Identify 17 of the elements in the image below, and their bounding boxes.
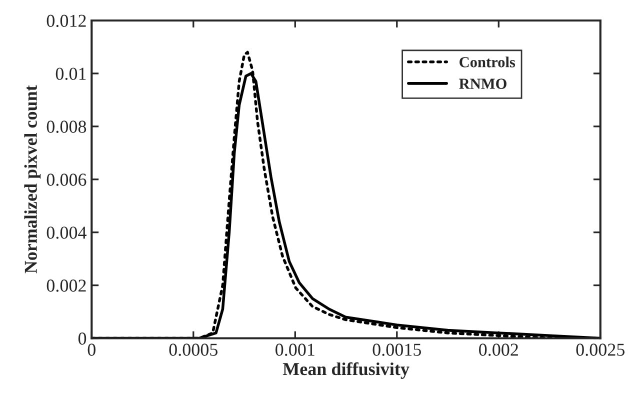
y-tick-label: 0.01 <box>56 68 86 80</box>
y-tick-label: 0.006 <box>46 174 86 186</box>
x-tick-label: 0.001 <box>276 344 314 356</box>
x-tick-label: 0.002 <box>479 344 518 356</box>
y-tick-label: 0.012 <box>46 14 86 28</box>
legend-label: Controls <box>460 56 516 68</box>
x-tick-label: 0.0015 <box>372 344 422 356</box>
y-tick-label: 0 <box>78 332 86 345</box>
x-tick-label: 0.0025 <box>576 344 625 356</box>
y-tick-label: 0.008 <box>46 120 86 133</box>
x-axis-title: Mean diffusivity <box>282 362 410 379</box>
x-tick-label: 0 <box>88 344 96 356</box>
y-tick-label: 0.002 <box>46 280 86 292</box>
y-axis-title: Normalized pixvel count <box>24 85 41 274</box>
y-tick-label: 0.004 <box>46 226 86 239</box>
legend-label: RNMO <box>459 78 506 89</box>
x-tick-label: 0.0005 <box>169 344 218 356</box>
